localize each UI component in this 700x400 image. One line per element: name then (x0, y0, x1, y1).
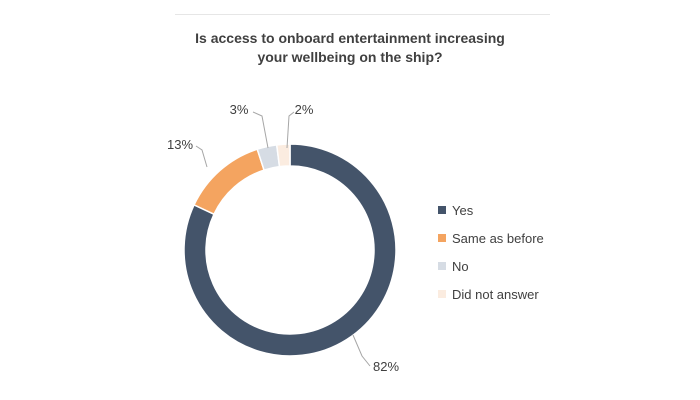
legend-label-no: No (452, 259, 469, 274)
legend-swatch-no (438, 262, 446, 270)
data-label-no: 3% (230, 102, 249, 117)
data-label-did-not-answer: 2% (295, 102, 314, 117)
legend-label-did-not-answer: Did not answer (452, 287, 539, 302)
donut-slice-did-not-answer (275, 143, 291, 168)
legend: Yes Same as before No Did not answer (438, 202, 544, 314)
chart-title-line-2: your wellbeing on the ship? (257, 49, 443, 65)
chart-title-line-1: Is access to onboard entertainment incre… (195, 30, 505, 46)
legend-item-did-not-answer: Did not answer (438, 286, 544, 303)
leader-line-no (252, 111, 269, 149)
legend-swatch-yes (438, 206, 446, 214)
chart-title: Is access to onboard entertainment incre… (150, 29, 550, 67)
leader-line-did-not-answer (286, 111, 295, 149)
legend-item-same-as-before: Same as before (438, 230, 544, 247)
legend-item-yes: Yes (438, 202, 544, 219)
leader-line-yes (352, 334, 371, 367)
legend-swatch-same-as-before (438, 234, 446, 242)
legend-label-same-as-before: Same as before (452, 231, 544, 246)
legend-swatch-did-not-answer (438, 290, 446, 298)
donut-slice-yes (183, 143, 397, 357)
data-label-yes: 82% (373, 359, 399, 374)
leader-line-same-as-before (195, 145, 208, 168)
legend-item-no: No (438, 258, 544, 275)
data-label-same-as-before: 13% (167, 137, 193, 152)
top-divider (175, 14, 550, 15)
legend-label-yes: Yes (452, 203, 474, 218)
